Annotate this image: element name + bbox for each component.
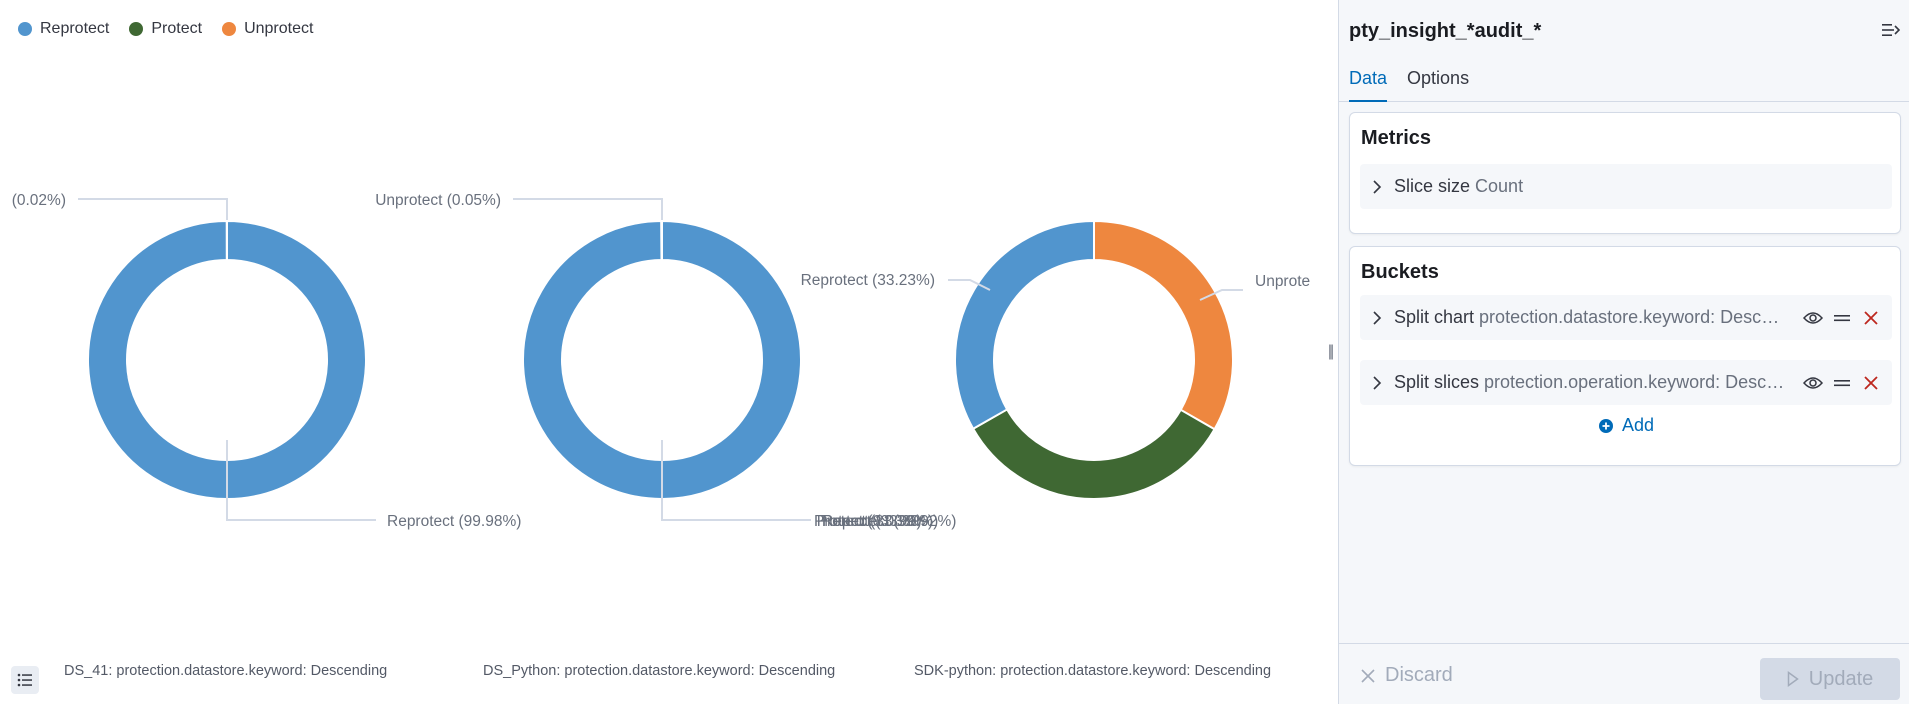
slice-label: Unprotect (0.05%) <box>375 192 501 209</box>
pie-slice-reprotect[interactable] <box>86 219 367 500</box>
chart-legend: Reprotect Protect Unprotect <box>18 20 313 38</box>
slice-label: Protect (33.39%) <box>817 513 933 530</box>
chevron-right-icon <box>1373 375 1382 390</box>
plus-circle-icon <box>1598 418 1613 433</box>
slice-label: (0.02%) <box>12 192 66 209</box>
split-chart-title: SDK-python: protection.datastore.keyword… <box>914 663 1272 679</box>
update-button[interactable]: Update <box>1760 658 1900 700</box>
expand-bucket-button[interactable] <box>1360 310 1394 326</box>
metric-agg-type: Slice size <box>1394 176 1471 196</box>
legend-item-unprotect[interactable]: Unprotect <box>222 20 313 38</box>
toggle-visibility-button[interactable] <box>1802 372 1824 394</box>
tab-data[interactable]: Data <box>1349 60 1388 102</box>
buckets-panel: Buckets Split chart protection.datastore… <box>1349 246 1901 466</box>
donut-chart: Reprotect (99.92%) Unprotect (0.05%) Prote… <box>375 192 956 530</box>
discard-label: Discard <box>1385 664 1453 686</box>
pie-slice-reprotect[interactable] <box>522 219 803 500</box>
update-label: Update <box>1808 667 1874 690</box>
legend-dot-protect <box>129 22 144 36</box>
split-chart-title: DS_41: protection.datastore.keyword: Des… <box>64 663 388 679</box>
add-bucket-button[interactable]: Add <box>1350 415 1902 436</box>
slice-label: Protect (33.39%) <box>822 513 938 530</box>
discard-button[interactable]: Discard <box>1361 664 1453 687</box>
bucket-agg-row-split-slices[interactable]: Split slices protection.operation.keywor… <box>1360 360 1892 405</box>
slice-label: Reprotect (99.92%) <box>822 513 956 530</box>
pie-slice-unprotect[interactable] <box>1093 219 1234 431</box>
remove-bucket-button[interactable] <box>1860 307 1882 329</box>
legend-label: Unprotect <box>244 20 314 37</box>
split-chart-title: DS_Python: protection.datastore.keyword:… <box>483 663 836 679</box>
slice-label: Unprote <box>1255 273 1310 290</box>
expand-bucket-button[interactable] <box>1360 375 1394 391</box>
legend-label: Protect <box>151 20 203 37</box>
list-icon <box>17 673 32 687</box>
label-leader-line <box>948 279 991 291</box>
metrics-title: Metrics <box>1361 127 1432 149</box>
metric-agg-row[interactable]: Slice size Count <box>1360 164 1892 209</box>
metric-agg-desc: Count <box>1475 176 1524 196</box>
bucket-agg-type: Split slices <box>1394 372 1480 392</box>
editor-sidebar: pty_insight_*audit_* Data Options Metric… <box>1338 0 1909 704</box>
label-leader-line <box>226 440 376 521</box>
bucket-agg-row-split-chart[interactable]: Split chart protection.datastore.keyword… <box>1360 295 1892 340</box>
donut-chart: Unprote Protect (33.39%) Reprotect (33.23%… <box>801 219 1310 530</box>
bucket-agg-desc: protection.operation.keyword: Descending <box>1484 372 1787 392</box>
add-bucket-label: Add <box>1621 415 1655 435</box>
donut-chart: Reprotect (99.98%) (0.02%) <box>12 192 522 530</box>
panel-resize-handle[interactable]: || <box>1322 0 1338 704</box>
cross-icon <box>1864 310 1878 325</box>
legend-dot-reprotect <box>18 22 32 36</box>
eye-icon <box>1803 376 1823 389</box>
editor-footer: Discard Update <box>1339 643 1909 704</box>
editor-tabs: Data Options <box>1339 60 1909 102</box>
legend-item-reprotect[interactable]: Reprotect <box>18 20 109 38</box>
grab-icon <box>1834 379 1850 386</box>
index-pattern-title: pty_insight_*audit_* <box>1349 20 1542 42</box>
slice-label: Reprotect (99.98%) <box>387 513 521 530</box>
legend-item-protect[interactable]: Protect <box>129 20 202 38</box>
collapse-icon <box>1882 24 1900 36</box>
label-leader-line <box>513 198 663 220</box>
legend-label: Reprotect <box>40 20 110 37</box>
pie-charts: Reprotect (99.98%)(0.02%)Reprotect (99.9… <box>12 192 1310 530</box>
expand-metric-button[interactable] <box>1360 179 1394 195</box>
drag-handle-icon: || <box>1327 343 1334 360</box>
label-leader-line <box>1199 289 1243 301</box>
visualization-panel: Reprotect Protect Unprotect Reprotect (9… <box>11 20 1311 694</box>
legend-toggle-button[interactable] <box>11 666 39 694</box>
buckets-title: Buckets <box>1361 261 1439 283</box>
label-leader-line <box>78 198 228 220</box>
drag-handle-button[interactable] <box>1831 372 1853 394</box>
bucket-actions <box>1802 295 1882 340</box>
tab-options[interactable]: Options <box>1407 68 1470 88</box>
pie-slice-reprotect[interactable] <box>954 219 1095 431</box>
bucket-actions <box>1802 360 1882 405</box>
remove-bucket-button[interactable] <box>1860 372 1882 394</box>
chevron-right-icon <box>1373 310 1382 325</box>
slice-label: Reprotect (33.23%) <box>801 272 935 289</box>
grab-icon <box>1834 314 1850 321</box>
drag-handle-button[interactable] <box>1831 307 1853 329</box>
metrics-panel: Metrics Slice size Count <box>1349 112 1901 234</box>
play-icon <box>1787 671 1799 687</box>
label-leader-line <box>661 440 811 521</box>
toggle-visibility-button[interactable] <box>1802 307 1824 329</box>
close-icon <box>1361 668 1375 683</box>
bucket-agg-desc: protection.datastore.keyword: Descending <box>1479 307 1782 327</box>
collapse-sidebar-button[interactable] <box>1879 18 1903 42</box>
eye-icon <box>1803 311 1823 324</box>
pie-slice-protect[interactable] <box>971 408 1216 500</box>
slice-label: Protect (0.03%) <box>814 513 922 530</box>
bucket-agg-type: Split chart <box>1394 307 1475 327</box>
cross-icon <box>1864 375 1878 390</box>
legend-dot-unprotect <box>222 22 237 36</box>
chevron-right-icon <box>1373 179 1382 194</box>
